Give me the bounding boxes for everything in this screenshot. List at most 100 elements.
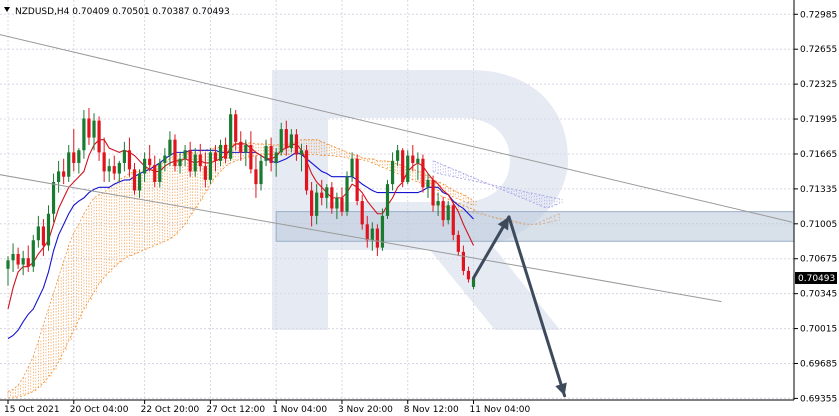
candle-body <box>320 192 324 198</box>
candle-body <box>143 158 147 174</box>
time-tick-label: 15 Oct 2021 <box>4 405 60 415</box>
candle <box>330 182 334 214</box>
current-price-marker <box>795 271 837 284</box>
price-tick-label: 0.72985 <box>800 10 837 20</box>
candle-body <box>446 205 450 221</box>
candle <box>249 131 253 174</box>
candle-body <box>117 162 121 174</box>
candle <box>274 148 278 177</box>
candle <box>350 152 354 183</box>
candle-body <box>46 213 51 246</box>
candle-body <box>132 169 137 191</box>
symbol-info: NZDUSD,H4 0.70409 0.70501 0.70387 0.7049… <box>15 7 230 17</box>
candle <box>264 139 268 167</box>
candle-body <box>436 201 440 206</box>
candle-body <box>178 158 182 167</box>
candle-body <box>401 150 405 183</box>
candle-body <box>411 155 415 163</box>
price-tick-label: 0.70015 <box>800 325 837 335</box>
candle-body <box>218 144 223 161</box>
collapse-triangle-icon[interactable] <box>4 7 10 12</box>
time-tick-label: 20 Oct 04:00 <box>70 405 129 415</box>
candle <box>102 137 106 183</box>
candle-body <box>244 144 248 153</box>
kumo-purple-edge-b <box>432 171 560 200</box>
candle <box>117 160 121 183</box>
candle-body <box>26 258 30 267</box>
candle <box>466 266 471 283</box>
candle-body <box>254 169 258 185</box>
candle <box>11 243 15 272</box>
candle-body <box>325 187 329 198</box>
candle-body <box>299 150 304 155</box>
candle <box>411 144 415 172</box>
candle-body <box>289 134 293 149</box>
support-zone <box>275 211 839 242</box>
price-tick-label: 0.71005 <box>800 220 837 230</box>
candle <box>173 134 177 172</box>
forecast-arrow-down-shaft[interactable] <box>507 215 567 398</box>
price-tick-label: 0.70345 <box>800 290 837 300</box>
candle-body <box>112 166 116 174</box>
forecast-arrow-down-head-icon[interactable] <box>555 382 567 396</box>
kumo-orange-edge-a <box>7 139 474 392</box>
candle <box>168 131 172 167</box>
price-tick-label: 0.71995 <box>800 115 837 125</box>
candle <box>143 152 147 183</box>
candle <box>92 113 96 151</box>
candle <box>87 107 91 145</box>
candle-body <box>87 118 91 138</box>
channel-upper-line[interactable] <box>0 32 793 223</box>
candle-body <box>264 146 268 161</box>
candle <box>289 129 293 153</box>
price-tick-label: 0.72655 <box>800 45 837 55</box>
candle-body <box>67 152 71 177</box>
candle <box>148 144 152 172</box>
price-tick-label: 0.71335 <box>800 185 837 195</box>
candle <box>132 162 137 195</box>
candle-body <box>198 154 202 167</box>
candle <box>299 143 304 172</box>
candle <box>122 141 126 172</box>
candle-body <box>396 150 400 161</box>
candle <box>441 196 445 227</box>
candle <box>390 152 395 191</box>
candle-body <box>390 160 395 185</box>
time-tick-label: 1 Nov 04:00 <box>272 405 327 415</box>
candle <box>21 250 25 276</box>
candle-body <box>310 190 314 216</box>
candle-body <box>158 162 162 183</box>
candle <box>51 173 56 223</box>
channel-lower-line[interactable] <box>0 167 722 303</box>
candle-body <box>188 150 192 172</box>
current-price-label: 0.70493 <box>798 274 835 284</box>
candle <box>375 224 379 257</box>
trend-channel[interactable] <box>0 32 793 303</box>
candle <box>269 137 273 172</box>
candle-body <box>173 139 177 167</box>
candle <box>461 245 465 276</box>
candle-body <box>375 228 379 248</box>
candle <box>46 205 51 251</box>
candle <box>6 256 10 286</box>
candle-body <box>148 158 152 166</box>
candle-body <box>107 166 111 172</box>
forecast-arrows[interactable] <box>472 215 567 398</box>
candle <box>244 139 248 167</box>
candle <box>396 144 400 167</box>
forecast-arrow-up-head-icon[interactable] <box>497 216 509 231</box>
candle <box>57 160 61 193</box>
candle-body <box>294 134 299 155</box>
candle <box>431 175 435 212</box>
chart-header: NZDUSD,H4 0.70409 0.70501 0.70387 0.7049… <box>4 7 230 17</box>
support-zone-rect <box>275 211 839 242</box>
candle-body <box>416 158 420 163</box>
candle <box>355 154 359 206</box>
candle <box>213 144 218 172</box>
candle-body <box>456 234 460 252</box>
candle-body <box>82 118 86 151</box>
candle-body <box>36 226 40 241</box>
candle-body <box>163 155 167 163</box>
